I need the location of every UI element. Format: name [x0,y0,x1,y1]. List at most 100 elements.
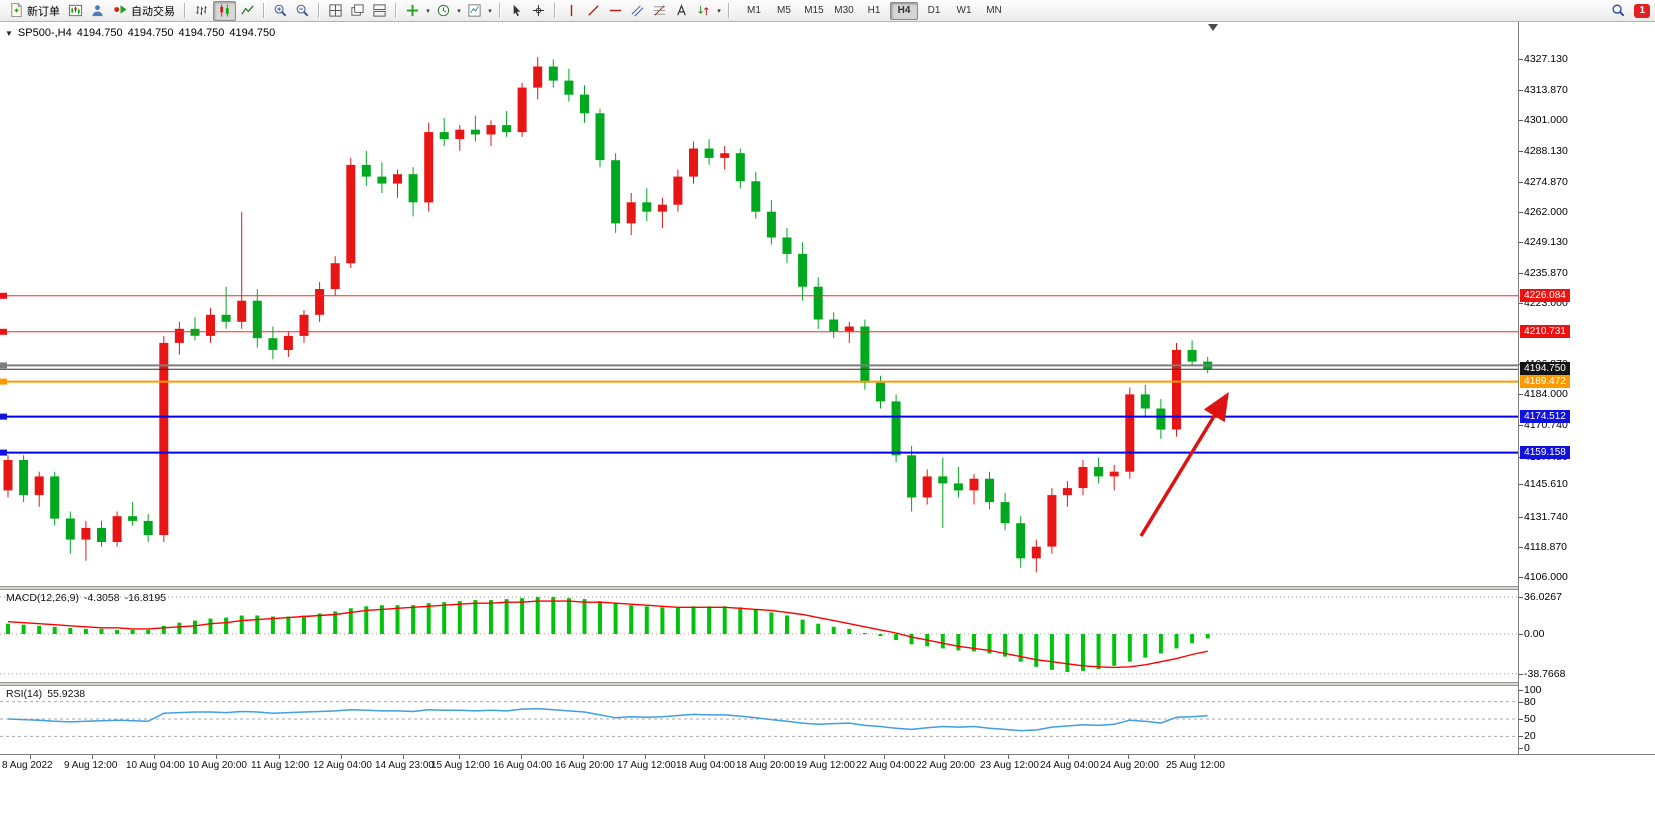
toolbar-separator [263,3,265,18]
time-tick [521,755,522,759]
low-value: 4194.750 [178,27,225,39]
chevron-down-icon[interactable]: ▾ [488,7,492,15]
price-line-badge: 4189.472 [1520,375,1570,388]
timeframe-d1-button[interactable]: D1 [927,5,941,16]
toolbar-separator [499,3,501,18]
auto-trading-button[interactable]: 自动交易 [109,1,179,21]
timeframe-m15-button[interactable]: M15 [804,5,824,16]
time-tick [764,755,765,759]
rsi-panel-canvas[interactable] [0,686,1518,754]
auto-trading-label: 自动交易 [131,5,175,18]
rsi-tick-label: 50 [1519,713,1536,725]
timeframe-m5-button[interactable]: M5 [777,5,791,16]
bar-chart-icon[interactable] [191,2,212,20]
rsi-label: RSI(14) 55.9238 [6,688,85,700]
profiles-icon[interactable] [87,2,108,20]
price-line-badge: 4226.084 [1520,289,1570,302]
tile-windows-icon[interactable] [325,2,346,20]
time-tick [1068,755,1069,759]
timeframe-h4-button[interactable]: H4 [890,1,918,20]
time-tick [279,755,280,759]
channel-tool-icon[interactable] [627,2,648,20]
price-tick-label: 4145.610 [1519,478,1568,490]
vertical-line-tool-icon[interactable] [561,2,582,20]
chevron-down-icon[interactable]: ▾ [457,7,461,15]
fibonacci-tool-icon[interactable] [649,2,670,20]
notification-badge[interactable]: 1 [1634,3,1650,18]
zoom-out-icon[interactable] [292,2,313,20]
price-tick-label: 4262.000 [1519,206,1568,218]
panel-divider[interactable] [0,586,1655,590]
time-axis-label: 14 Aug 23:00 [375,760,434,771]
price-axis[interactable]: 4327.130 4313.870 4301.000 4288.130 4274.870… [1518,22,1655,754]
macd-panel-canvas[interactable] [0,590,1518,682]
horizontal-line-tool-icon[interactable] [605,2,626,20]
search-icon[interactable] [1608,2,1629,20]
one-click-caret-icon[interactable]: ▼ [5,28,13,38]
crosshair-icon[interactable] [528,2,549,20]
rsi-tick-label: 20 [1519,730,1536,742]
toolbar: 新订单 自动交易 ▾ ▾ ▾ ▾ M1 M5 M15 M30 [0,0,1655,22]
time-axis-label: 23 Aug 12:00 [980,760,1039,771]
time-axis-label: 8 Aug 2022 [2,760,53,771]
price-tick-label: 4184.000 [1519,388,1568,400]
panel-divider[interactable] [0,682,1655,686]
time-axis-label: 15 Aug 12:00 [431,760,490,771]
time-axis[interactable]: 8 Aug 2022 9 Aug 12:00 10 Aug 04:00 10 Aug … [0,754,1655,778]
symbol-period-label: SP500-,H4 [17,27,72,39]
price-line-badge: 4174.512 [1520,410,1570,423]
price-tick-label: 4301.000 [1519,114,1568,126]
time-tick [216,755,217,759]
time-tick [704,755,705,759]
chevron-down-icon[interactable]: ▾ [717,7,721,15]
time-axis-label: 16 Aug 20:00 [555,760,614,771]
time-axis-label: 18 Aug 20:00 [736,760,795,771]
trendline-tool-icon[interactable] [583,2,604,20]
zoom-in-icon[interactable] [270,2,291,20]
price-tick-label: 4106.000 [1519,571,1568,583]
chevron-down-icon[interactable]: ▾ [426,7,430,15]
periods-clock-icon[interactable] [433,2,454,20]
price-tick-label: 4274.870 [1519,176,1568,188]
macd-name: MACD(12,26,9) [6,592,79,604]
time-tick [583,755,584,759]
price-tick-label: 4288.130 [1519,145,1568,157]
timeframe-m1-button[interactable]: M1 [747,5,761,16]
add-indicator-icon[interactable] [402,2,423,20]
time-axis-label: 19 Aug 12:00 [796,760,855,771]
macd-label: MACD(12,26,9) -4.3058 -16.8195 [6,592,166,604]
toolbar-separator [728,3,730,18]
timeframe-w1-button[interactable]: W1 [956,5,972,16]
new-order-icon [9,2,24,20]
toolbar-separator [318,3,320,18]
toolbar-separator [395,3,397,18]
open-value: 4194.750 [76,27,123,39]
price-tick-label: 4327.130 [1519,53,1568,65]
candlestick-chart-icon[interactable] [213,0,236,21]
tile-horizontal-icon[interactable] [369,2,390,20]
time-tick [944,755,945,759]
cursor-icon[interactable] [506,2,527,20]
toolbar-separator [554,3,556,18]
arrow-objects-icon[interactable] [693,2,714,20]
cascade-windows-icon[interactable] [347,2,368,20]
time-axis-label: 18 Aug 04:00 [676,760,735,771]
line-chart-icon[interactable] [237,2,258,20]
rsi-tick-label: 100 [1519,684,1542,696]
timeframe-mn-button[interactable]: MN [986,5,1002,16]
time-tick [459,755,460,759]
trend-arrow-annotation[interactable] [1139,392,1229,537]
close-value: 4194.750 [229,27,276,39]
new-order-label: 新订单 [27,5,60,18]
timeframe-m30-button[interactable]: M30 [834,5,854,16]
new-order-button[interactable]: 新订单 [5,1,64,21]
price-chart-canvas[interactable] [0,22,1518,586]
time-axis-label: 12 Aug 04:00 [313,760,372,771]
timeframe-h1-button[interactable]: H1 [867,5,881,16]
templates-icon[interactable] [464,2,485,20]
text-tool-icon[interactable] [671,2,692,20]
macd-tick-label: 36.0267 [1519,591,1562,603]
charts-window-icon[interactable] [65,2,86,20]
time-axis-label: 22 Aug 20:00 [916,760,975,771]
